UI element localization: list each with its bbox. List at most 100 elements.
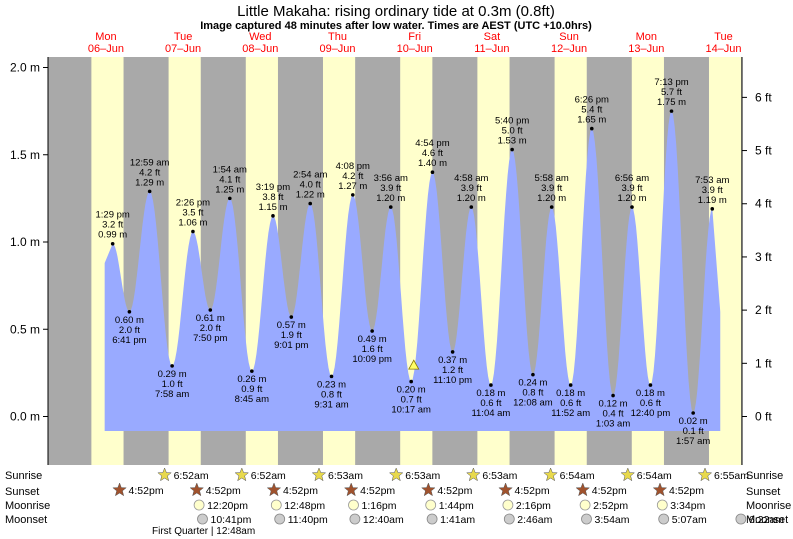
tide-label: 11:10 pm: [433, 375, 472, 386]
tide-label: 3.5 ft: [182, 208, 203, 219]
tide-label: 0.4 ft: [603, 409, 624, 420]
tide-label: 0.6 ft: [640, 398, 661, 409]
tide-label: 1.9 ft: [281, 330, 302, 341]
tide-label: 6:41 pm: [112, 335, 146, 346]
tide-label: 4.6 ft: [422, 148, 443, 159]
tide-label: 2:26 pm: [176, 198, 210, 209]
tide-label: 3.9 ft: [461, 183, 482, 194]
tide-label: 5.0 ft: [502, 126, 523, 137]
tide-label: 9:01 pm: [274, 340, 308, 351]
tide-label: 3.9 ft: [541, 183, 562, 194]
moon-phase-note: First Quarter | 12:48am: [152, 526, 255, 537]
row-label-sunset: Sunset: [5, 486, 39, 498]
tide-label: 4:58 am: [454, 173, 488, 184]
moonset-time: 3:54am: [595, 514, 630, 526]
day-name: Sat: [484, 31, 501, 43]
tide-label: 1.40 m: [418, 158, 447, 169]
tide-label: 0.26 m: [237, 374, 266, 385]
tide-label: 12:08 am: [513, 398, 553, 409]
tide-label: 7:58 am: [155, 389, 189, 400]
moonset-time: 11:40pm: [288, 514, 328, 526]
high-point: [630, 205, 634, 209]
tide-label: 0.8 ft: [321, 389, 342, 400]
day-date: 11–Jun: [474, 43, 509, 55]
chart-title: Little Makaha: rising ordinary tide at 0…: [237, 3, 555, 20]
day-name: Tue: [174, 31, 193, 43]
tide-label: 1.19 m: [698, 195, 727, 206]
tide-label: 8:45 am: [235, 394, 269, 405]
tide-label: 1:54 am: [213, 164, 247, 175]
moonrise-icon: [502, 499, 514, 511]
tide-label: 1:29 pm: [96, 210, 130, 221]
sunrise-star-icon: [543, 467, 558, 482]
moonrise-time: 2:52pm: [593, 500, 628, 512]
tide-label: 1.53 m: [498, 136, 527, 147]
row-label-sunset-right: Sunset: [746, 486, 780, 498]
day-date: 08–Jun: [242, 43, 278, 55]
tide-label: 4.1 ft: [219, 174, 240, 185]
low-point: [489, 383, 493, 387]
tide-label: 1:57 am: [676, 436, 710, 447]
high-point: [350, 193, 355, 197]
tide-label: 1.20 m: [457, 193, 486, 204]
sunrise-star-icon: [620, 467, 636, 482]
sunset-star-icon: [112, 482, 127, 497]
day-labels: Mon06–JunTue07–JunWed08–JunThu09–JunFri1…: [88, 31, 742, 55]
day-date: 13–Jun: [628, 43, 664, 55]
astro-table: Sunrise Sunrise Sunset Sunset Moonrise Moonri…: [5, 467, 791, 537]
moonrise-time: 2:16pm: [516, 500, 551, 512]
sunrise-time: 6:52am: [251, 470, 286, 482]
tide-label: 1.27 m: [338, 181, 367, 192]
tide-label: 1.0 ft: [162, 379, 183, 390]
sunrise-time: 6:54am: [560, 470, 595, 482]
tide-label: 1.6 ft: [362, 344, 383, 355]
day-date: 09–Jun: [319, 43, 355, 55]
sunset-time: 4:52pm: [592, 485, 627, 497]
high-point: [510, 147, 514, 152]
low-point: [691, 411, 695, 415]
y-tick-label-m: 0.5 m: [10, 322, 40, 336]
sunrise-star-icon: [157, 467, 172, 482]
row-label-moonrise: Moonrise: [5, 500, 50, 512]
moonrise-time: 1:16pm: [362, 500, 397, 512]
moonset-time: 1:41am: [440, 514, 475, 526]
tide-label: 0.12 m: [599, 399, 628, 410]
tide-label: 11:04 am: [471, 408, 510, 419]
high-point: [191, 229, 195, 234]
tide-label: 6:56 am: [615, 173, 649, 184]
tide-label: 7:50 pm: [193, 333, 227, 344]
tide-label: 0.49 m: [358, 334, 387, 345]
tide-label: 2.0 ft: [119, 325, 140, 336]
sunrise-star-icon: [388, 467, 404, 482]
sunrise-time: 6:52am: [174, 470, 209, 482]
tide-area: [104, 111, 721, 431]
tide-label: 1.75 m: [657, 97, 686, 108]
high-point: [228, 196, 232, 201]
tide-point-labels: 1:29 pm3.2 ft0.99 m0.60 m2.0 ft6:41 pm12…: [96, 77, 730, 447]
day-date: 14–Jun: [705, 43, 741, 55]
tide-label: 0.02 m: [679, 416, 708, 427]
high-point: [308, 201, 313, 206]
high-point: [271, 214, 275, 218]
high-point: [589, 126, 594, 131]
moonrise-icon: [656, 499, 668, 511]
tide-label: 11:52 am: [551, 408, 590, 419]
y-tick-label-m: 1.5 m: [10, 148, 40, 162]
moonset-time: 5:07am: [672, 514, 707, 526]
tide-label: 1:03 am: [596, 419, 630, 430]
moonset-icon: [658, 513, 670, 525]
sunrise-time: 6:53am: [328, 470, 363, 482]
tide-label: 3.9 ft: [621, 183, 642, 194]
sunset-star-icon: [498, 482, 513, 497]
tide-label: 4:08 pm: [336, 161, 370, 172]
tide-label: 0.99 m: [98, 230, 127, 241]
sunset-time: 4:52pm: [283, 485, 318, 497]
tide-label: 4.2 ft: [342, 171, 363, 182]
day-name: Mon: [95, 31, 116, 43]
tide-label: 1.20 m: [537, 193, 566, 204]
tide-label: 3.9 ft: [380, 183, 401, 194]
tide-label: 0.18 m: [476, 388, 505, 399]
tide-label: 3.9 ft: [702, 185, 723, 196]
low-point: [450, 350, 455, 354]
